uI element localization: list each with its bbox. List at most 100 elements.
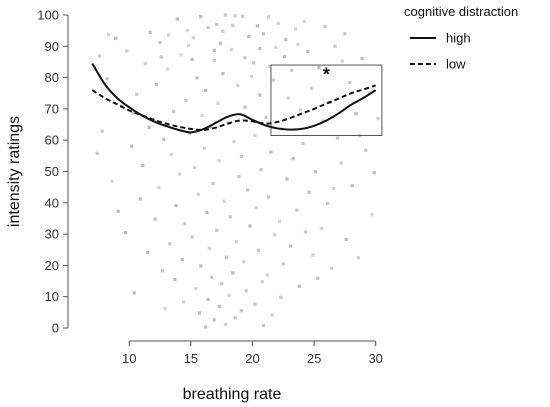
scatter-point [172, 109, 176, 114]
scatter-point [190, 57, 194, 62]
scatter-point [296, 42, 300, 46]
scatter-point [265, 273, 269, 277]
scatter-point [279, 295, 283, 299]
scatter-point [191, 36, 195, 40]
scatter-point [95, 151, 99, 155]
scatter-point [329, 266, 333, 270]
scatter-point [254, 206, 258, 210]
scatter-point [216, 101, 220, 105]
y-tick-label: 90 [45, 39, 59, 54]
scatter-point [141, 163, 145, 168]
scatter-point [261, 32, 266, 36]
scatter-point [212, 318, 216, 322]
scatter-point [205, 210, 209, 215]
scatter-point [364, 148, 368, 152]
scatter-point [303, 230, 308, 234]
scatter-point [243, 56, 247, 60]
series-line-high [91, 62, 377, 134]
scatter-point [356, 256, 361, 260]
scatter-point [376, 117, 380, 121]
scatter-point [221, 29, 225, 33]
series-line-low [91, 84, 377, 131]
x-axis-title: breathing rate [183, 386, 282, 403]
scatter-point [274, 45, 278, 49]
scatter-point [218, 41, 223, 45]
scatter-point [212, 58, 216, 62]
scatter-point [183, 222, 187, 226]
scatter-point [179, 53, 183, 57]
scatter-point [217, 159, 221, 163]
scatter-point [354, 111, 358, 116]
scatter-point [181, 300, 186, 304]
scatter-point [220, 282, 224, 286]
y-tick-label: 100 [37, 8, 59, 23]
scatter-point [245, 188, 250, 192]
scatter-point [229, 47, 234, 52]
scatter-point [190, 235, 194, 239]
scatter-point [372, 171, 377, 175]
scatter-point [228, 215, 232, 219]
scatter-point [370, 213, 374, 217]
scatter-point [258, 93, 262, 97]
scatter-point [271, 78, 276, 82]
scatter-point [207, 246, 211, 250]
tick-labels: 0 10 20 30 40 50 60 70 80 90 100 10 15 20 25 30 [37, 8, 383, 367]
scatter-point [244, 289, 248, 293]
scatter-point [323, 24, 327, 29]
scatter-point [169, 152, 173, 156]
y-tick-label: 10 [45, 289, 59, 304]
scatter-point [222, 199, 226, 203]
scatter-point [116, 209, 120, 213]
scatter-point [239, 154, 243, 159]
scatter-point [295, 208, 299, 212]
x-tick-label: 10 [122, 351, 136, 366]
scatter-point [307, 190, 311, 194]
scatter-point [298, 108, 303, 112]
scatter-point [236, 83, 240, 88]
y-tick-label: 50 [45, 164, 59, 179]
scatter-point [247, 34, 251, 39]
y-tick-label: 70 [45, 101, 59, 116]
scatter-point [148, 30, 152, 34]
scatter-point [243, 105, 247, 109]
scatter-point [199, 264, 203, 268]
scatter-point [249, 74, 253, 78]
scatter-point [294, 27, 298, 31]
scatter-point [123, 230, 128, 235]
scatter-point [206, 25, 210, 30]
scatter-point [204, 88, 208, 93]
scatter-point [154, 82, 158, 87]
scatter-point [316, 276, 320, 280]
scatter-point [167, 33, 171, 37]
axes [63, 14, 377, 346]
scatter-point [125, 49, 129, 53]
annotations: * [323, 65, 330, 85]
scatter-point [253, 133, 257, 138]
scatter-point [317, 65, 321, 70]
scatter-point [321, 119, 325, 123]
scatter-point [200, 113, 204, 118]
scatter-point [319, 226, 324, 230]
scatter-point [332, 186, 336, 191]
scatter-point [192, 165, 197, 170]
y-tick-label: 30 [45, 227, 59, 242]
scatter-point [335, 136, 340, 140]
scatter-point [253, 302, 257, 306]
scatter-point [178, 172, 182, 176]
scatter-point [239, 309, 243, 313]
scatter-point [306, 49, 310, 53]
scatter-point [146, 250, 150, 255]
scatter-point [255, 24, 260, 28]
scatter-point [286, 96, 290, 100]
x-tick-label: 15 [184, 351, 198, 366]
legend-label-low: low [446, 57, 466, 72]
scatter-point [215, 22, 219, 26]
scatter-point [174, 204, 178, 208]
scatter-point [199, 14, 203, 19]
scatter-point [348, 81, 352, 85]
scatter-point [163, 306, 167, 311]
scatter-point [212, 48, 216, 52]
scatter-point [202, 146, 207, 150]
scatter-point [233, 14, 237, 18]
